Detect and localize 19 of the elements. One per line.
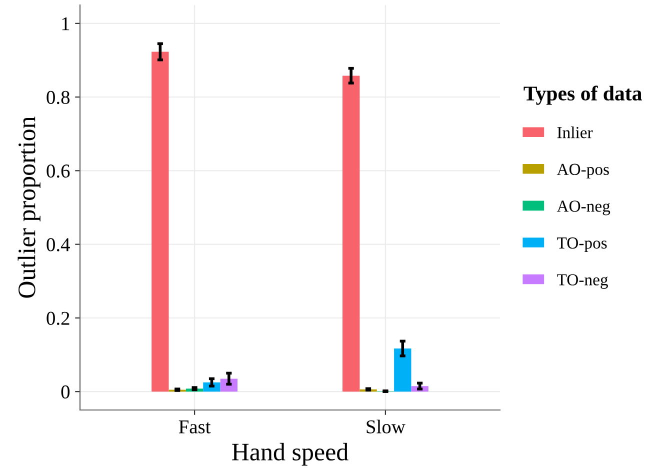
y-tick-label: 0: [61, 385, 70, 399]
legend-label: TO-pos: [557, 237, 607, 252]
x-tick-label: Fast: [178, 420, 211, 434]
bar: [394, 348, 412, 392]
legend-label: Inlier: [557, 126, 593, 138]
y-axis-title: Outlier proportion: [18, 116, 40, 298]
bar: [152, 52, 169, 392]
y-tick-label: 1: [62, 17, 70, 30]
legend-label: AO-neg: [556, 200, 610, 216]
x-tick-label: Slow: [366, 420, 406, 434]
legend-label: AO-pos: [556, 164, 609, 178]
bar: [342, 76, 360, 392]
y-tick-label: 0.2: [46, 312, 70, 325]
y-tick-label: 0.6: [46, 164, 70, 178]
legend-label: TO-neg: [557, 274, 608, 289]
legend-title: Types of data: [524, 86, 642, 105]
y-tick-label: 0.4: [46, 238, 70, 252]
y-tick-label: 0.8: [46, 90, 70, 104]
x-axis-title: Hand speed: [232, 442, 348, 466]
